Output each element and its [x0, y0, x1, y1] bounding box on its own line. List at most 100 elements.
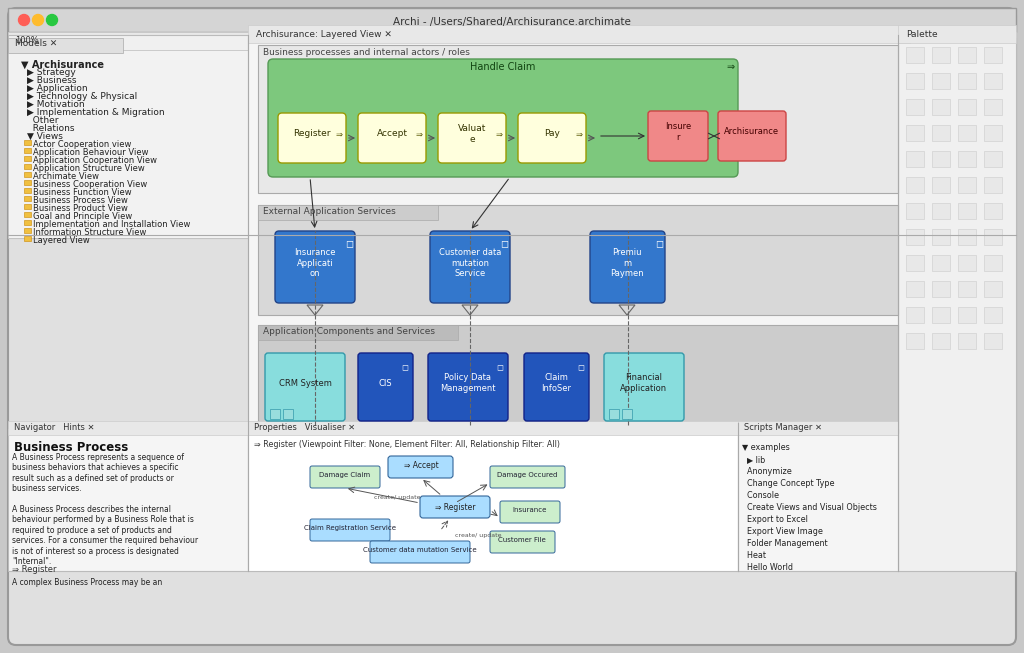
Text: ⇒: ⇒	[416, 129, 423, 138]
Bar	[984, 281, 1002, 297]
Text: ▼ examples: ▼ examples	[742, 443, 790, 452]
Text: A Business Process represents a sequence of
business behaviors that achieves a s: A Business Process represents a sequence…	[12, 453, 198, 587]
Bar	[258, 205, 898, 315]
Text: Folder Management: Folder Management	[742, 539, 827, 548]
Bar	[932, 281, 950, 297]
Bar	[906, 177, 924, 193]
Bar	[984, 307, 1002, 323]
Circle shape	[33, 14, 43, 25]
Text: ▼ Archisurance: ▼ Archisurance	[22, 60, 104, 70]
Bar	[8, 8, 1016, 32]
Text: Heat: Heat	[742, 551, 766, 560]
Text: Change Concept Type: Change Concept Type	[742, 479, 835, 488]
Text: Navigator   Hints ✕: Navigator Hints ✕	[14, 423, 94, 432]
Text: Archi - /Users/Shared/Archisurance.archimate: Archi - /Users/Shared/Archisurance.archi…	[393, 17, 631, 27]
Text: ▶ Business: ▶ Business	[27, 76, 77, 85]
Text: Damage Occured: Damage Occured	[497, 472, 557, 478]
Bar	[958, 125, 976, 141]
Text: Application Behaviour View: Application Behaviour View	[33, 148, 148, 157]
Circle shape	[18, 14, 30, 25]
Text: Customer data
mutation
Service: Customer data mutation Service	[439, 248, 501, 278]
Text: Actor Cooperation view: Actor Cooperation view	[33, 140, 131, 149]
Text: Business Process View: Business Process View	[33, 196, 128, 205]
FancyBboxPatch shape	[370, 541, 470, 563]
Bar	[24, 188, 31, 193]
FancyBboxPatch shape	[268, 59, 738, 177]
Bar	[958, 333, 976, 349]
FancyBboxPatch shape	[310, 519, 390, 541]
Bar	[898, 38, 1016, 571]
Bar	[898, 25, 1016, 43]
Bar	[958, 73, 976, 89]
Bar	[932, 99, 950, 115]
Bar	[24, 228, 31, 233]
Text: Archimate View: Archimate View	[33, 172, 99, 181]
Bar	[8, 50, 248, 238]
Text: ⇒ Accept: ⇒ Accept	[403, 462, 438, 471]
Bar	[622, 409, 632, 419]
Text: create/ update: create/ update	[455, 533, 502, 538]
Text: ⇒ Register (Viewpoint Filter: None, Element Filter: All, Relationship Filter: Al: ⇒ Register (Viewpoint Filter: None, Elem…	[254, 440, 560, 449]
Bar	[958, 229, 976, 245]
FancyBboxPatch shape	[388, 456, 453, 478]
Text: Application Cooperation View: Application Cooperation View	[33, 156, 157, 165]
Text: Application Components and Services: Application Components and Services	[263, 327, 435, 336]
Bar	[932, 203, 950, 219]
Text: Business Function View: Business Function View	[33, 188, 132, 197]
FancyBboxPatch shape	[430, 231, 510, 303]
Bar	[24, 220, 31, 225]
Bar	[932, 255, 950, 271]
Bar	[932, 307, 950, 323]
Text: ▶ lib: ▶ lib	[742, 455, 765, 464]
Bar	[24, 140, 31, 145]
Text: ◻: ◻	[577, 363, 584, 372]
FancyBboxPatch shape	[278, 113, 346, 163]
Text: Create Views and Visual Objects: Create Views and Visual Objects	[742, 503, 877, 512]
FancyBboxPatch shape	[358, 113, 426, 163]
Text: Scripts Manager ✕: Scripts Manager ✕	[744, 423, 822, 432]
Bar	[984, 229, 1002, 245]
Bar	[984, 255, 1002, 271]
Bar	[958, 281, 976, 297]
FancyBboxPatch shape	[604, 353, 684, 421]
Bar	[958, 151, 976, 167]
Text: Claim
InfoSer: Claim InfoSer	[541, 374, 571, 392]
Text: ◻: ◻	[500, 239, 508, 249]
Bar	[958, 99, 976, 115]
Text: ▶ Application: ▶ Application	[27, 84, 88, 93]
Bar	[258, 205, 438, 220]
Text: Register: Register	[293, 129, 331, 138]
FancyBboxPatch shape	[590, 231, 665, 303]
Text: ◻: ◻	[655, 239, 664, 249]
FancyBboxPatch shape	[275, 231, 355, 303]
Text: Claim Registration Service: Claim Registration Service	[304, 525, 396, 531]
Bar	[984, 47, 1002, 63]
Bar	[906, 203, 924, 219]
Bar	[8, 429, 248, 571]
Text: ▶ Implementation & Migration: ▶ Implementation & Migration	[27, 108, 165, 117]
Text: Accept: Accept	[377, 129, 408, 138]
FancyBboxPatch shape	[310, 466, 380, 488]
Text: Implementation and Installation View: Implementation and Installation View	[33, 220, 190, 229]
Text: Damage Claim: Damage Claim	[319, 472, 371, 478]
Text: Relations: Relations	[27, 124, 75, 133]
Bar	[24, 172, 31, 177]
Bar	[248, 38, 910, 571]
FancyBboxPatch shape	[265, 353, 345, 421]
Text: Layered View: Layered View	[33, 236, 90, 245]
Bar	[984, 73, 1002, 89]
Bar	[738, 421, 898, 435]
Bar	[906, 151, 924, 167]
Text: Business Product View: Business Product View	[33, 204, 128, 213]
Bar	[906, 229, 924, 245]
Bar	[932, 177, 950, 193]
Bar	[906, 99, 924, 115]
Bar	[958, 203, 976, 219]
Bar	[958, 307, 976, 323]
Text: Insurance
Applicati
on: Insurance Applicati on	[294, 248, 336, 278]
Bar	[906, 73, 924, 89]
Text: Customer File: Customer File	[498, 537, 546, 543]
Bar	[906, 125, 924, 141]
Bar	[24, 212, 31, 217]
Bar	[8, 32, 1016, 50]
